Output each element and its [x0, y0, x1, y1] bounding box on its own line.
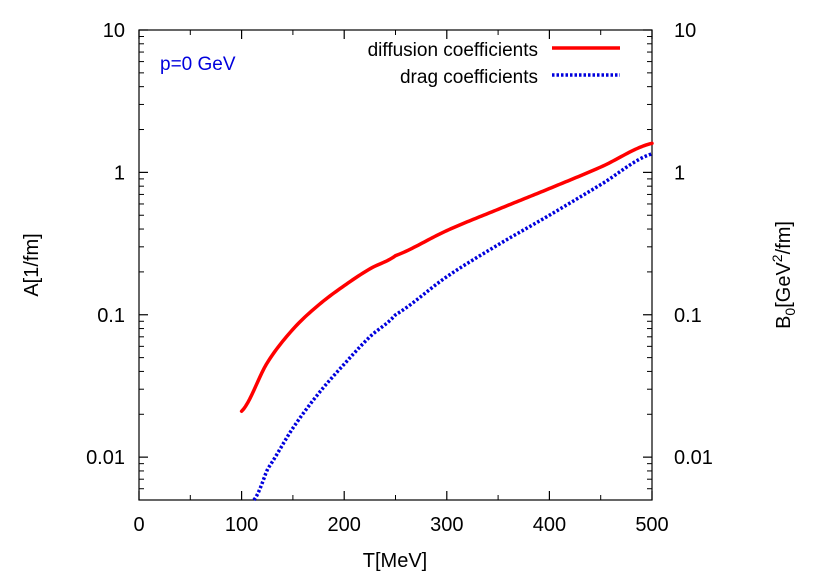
- y-tick-label-right: 1: [674, 162, 685, 184]
- x-axis-label: T[MeV]: [363, 550, 427, 572]
- series-line-diffusion: [239, 141, 654, 414]
- annotation-label: p=0 GeV: [160, 54, 236, 75]
- x-tick-label: 400: [533, 514, 566, 536]
- y-tick-label-left: 1: [114, 162, 125, 184]
- x-tick-label: 200: [328, 514, 361, 536]
- y-tick-label-right: 10: [674, 20, 696, 42]
- series-line-drag: [252, 152, 653, 502]
- y-axis-label-left: A[1/fm]: [21, 233, 43, 296]
- y-axis-label-right: B0[GeV2/fm]: [769, 221, 798, 329]
- y-tick-label-left: 10: [103, 20, 125, 42]
- legend-label-diffusion: diffusion coefficients: [368, 40, 538, 61]
- x-tick-label: 500: [635, 514, 668, 536]
- x-tick-label: 300: [430, 514, 463, 536]
- series-layer: [239, 141, 654, 502]
- plot-frame: [138, 29, 653, 501]
- y-tick-label-left: 0.1: [97, 305, 125, 327]
- y-tick-label-left: 0.01: [86, 447, 125, 469]
- y-tick-label-right: 0.1: [674, 305, 702, 327]
- x-tick-label: 100: [225, 514, 258, 536]
- y-axis-label-right-sup: 2: [769, 254, 785, 262]
- y-axis-label-right-tail: /fm]: [773, 221, 795, 254]
- y-axis-label-right-sub: 0: [782, 308, 798, 316]
- legend-label-drag: drag coefficients: [400, 67, 538, 88]
- y-axis-label-right-mid: [GeV: [773, 262, 795, 308]
- y-axis-label-right-base: B: [773, 316, 795, 329]
- y-tick-label-right: 0.01: [674, 447, 713, 469]
- x-tick-label: 0: [133, 514, 144, 536]
- ticks-layer: 0 100 200 300 400 500 0.01 0.01 0.1 0.1 1 1 10 10: [86, 20, 713, 536]
- legend: diffusion coefficients drag coefficients: [368, 40, 620, 88]
